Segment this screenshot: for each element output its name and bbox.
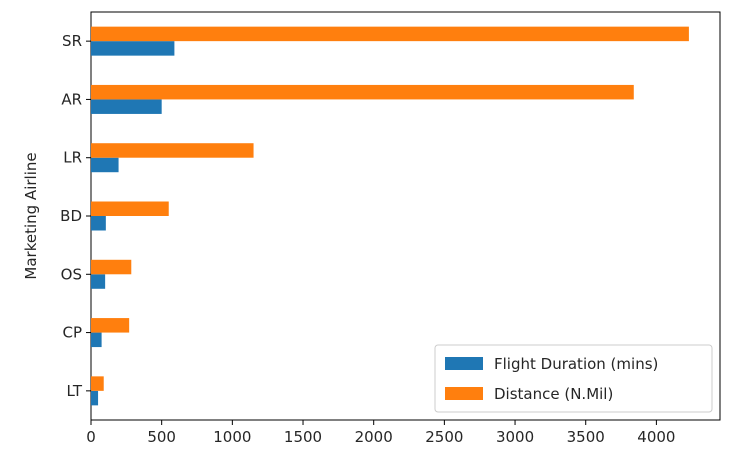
bar-lt-flight-duration <box>91 390 99 406</box>
bars-group <box>91 26 689 406</box>
legend: Flight Duration (mins) Distance (N.Mil) <box>434 344 713 413</box>
bar-cp-flight-duration <box>91 332 102 348</box>
x-tick-label-2500: 2500 <box>425 428 463 446</box>
bar-os-flight-duration <box>91 274 106 289</box>
x-tick-label-2000: 2000 <box>355 428 393 446</box>
legend-label-distance: Distance (N.Mil) <box>494 385 613 403</box>
y-tick-label-sr: SR <box>62 32 82 50</box>
bar-bd-flight-duration <box>91 216 106 231</box>
bar-sr-flight-duration <box>91 41 175 56</box>
bar-cp-distance <box>91 318 130 333</box>
bar-lr-distance <box>91 143 254 158</box>
x-axis-ticks: 0 500 1000 1500 2000 2500 3000 3500 4000 <box>86 420 675 446</box>
bar-bd-distance <box>91 201 169 216</box>
y-axis-label: Marketing Airline <box>22 152 40 279</box>
x-tick-label-3000: 3000 <box>496 428 534 446</box>
x-tick-label-0: 0 <box>86 428 96 446</box>
y-tick-label-bd: BD <box>60 207 82 225</box>
bar-lt-distance <box>91 376 104 391</box>
bar-lr-flight-duration <box>91 157 119 173</box>
x-tick-label-500: 500 <box>147 428 176 446</box>
y-tick-label-cp: CP <box>62 324 82 342</box>
x-tick-label-3500: 3500 <box>567 428 605 446</box>
bar-os-distance <box>91 259 132 275</box>
bar-ar-flight-duration <box>91 99 162 114</box>
y-tick-label-lt: LT <box>67 382 83 400</box>
x-tick-label-1500: 1500 <box>284 428 322 446</box>
legend-swatch-flight-duration <box>445 357 483 370</box>
x-tick-label-1000: 1000 <box>213 428 251 446</box>
y-tick-label-os: OS <box>61 265 82 283</box>
legend-box <box>434 344 713 413</box>
legend-label-flight-duration: Flight Duration (mins) <box>494 355 658 373</box>
y-tick-label-ar: AR <box>61 90 82 108</box>
y-axis-ticks: LT CP OS BD LR AR SR <box>60 32 91 400</box>
bar-sr-distance <box>91 26 689 42</box>
y-tick-label-lr: LR <box>63 149 82 167</box>
x-tick-label-4000: 4000 <box>637 428 675 446</box>
legend-swatch-distance <box>445 387 483 400</box>
bar-ar-distance <box>91 84 634 100</box>
